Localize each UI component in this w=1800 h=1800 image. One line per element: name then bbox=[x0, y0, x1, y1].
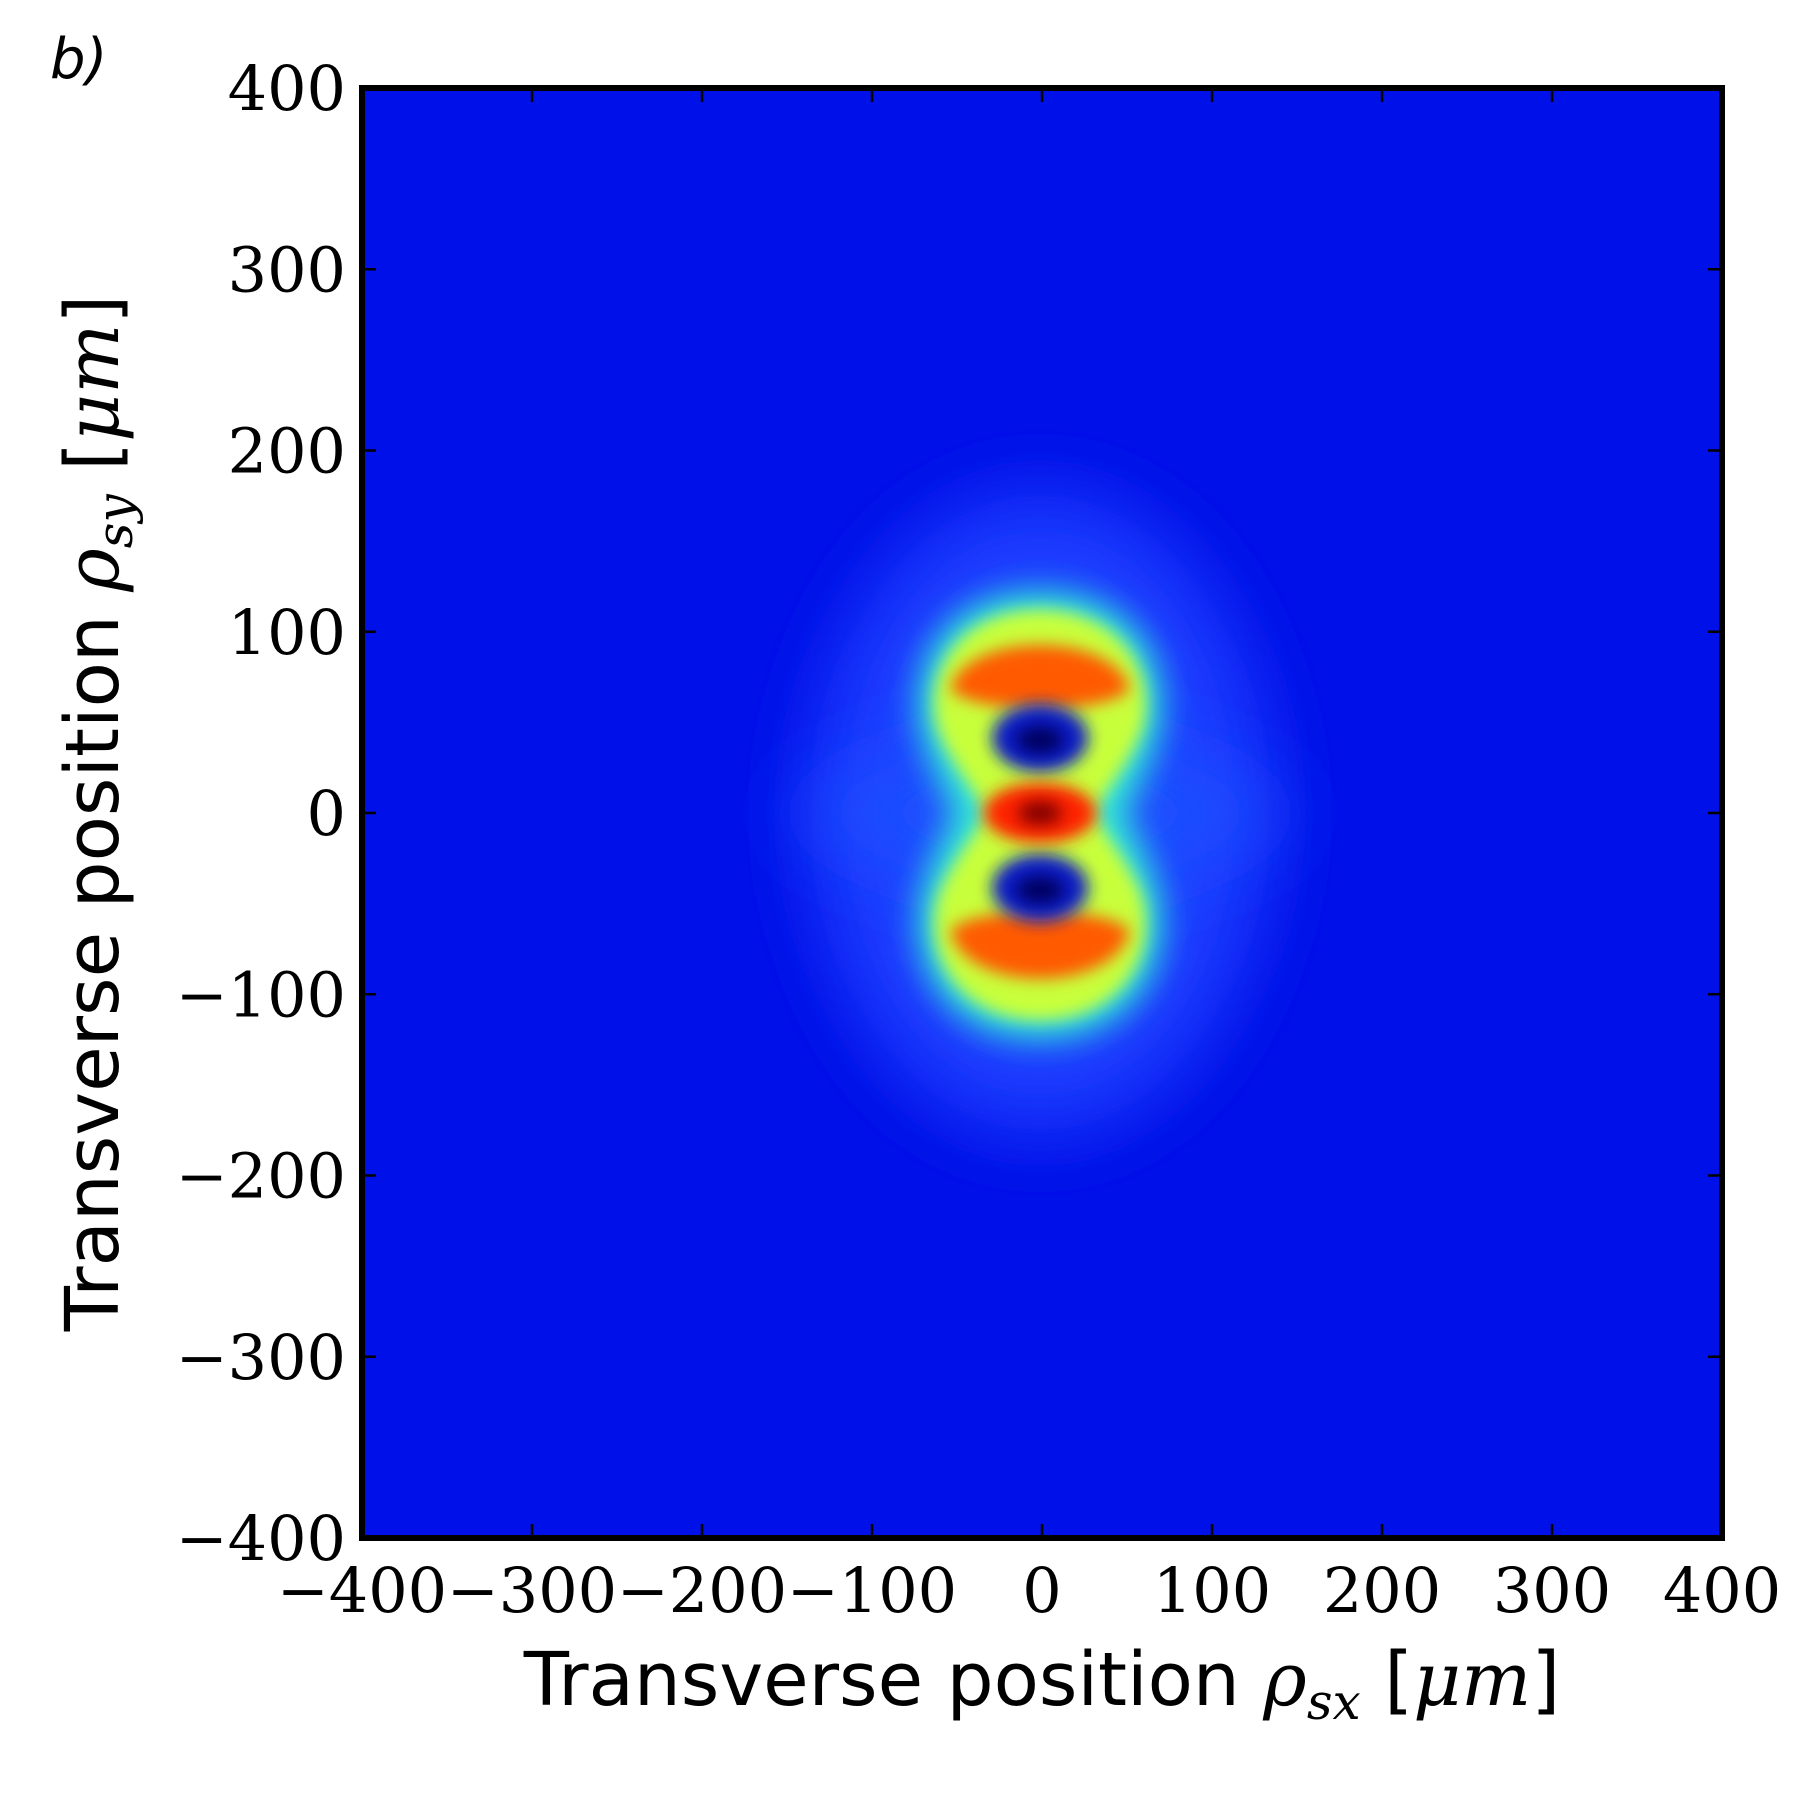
x-axis-label: Transverse position ρsx [μm] bbox=[523, 1637, 1560, 1731]
x-tick-label: −200 bbox=[617, 1554, 787, 1627]
y-tick-label: −200 bbox=[176, 1140, 346, 1213]
y-tick-label: 400 bbox=[228, 52, 346, 125]
y-tick-label: −100 bbox=[176, 958, 346, 1031]
x-tick-label: −300 bbox=[447, 1554, 617, 1627]
panel-label: b) bbox=[50, 27, 107, 92]
plot-area: −400 −300 −200 −100 0 100 200 300 400 −400−300−2… bbox=[176, 52, 1781, 1627]
x-tick-label: 100 bbox=[1153, 1554, 1271, 1627]
heatmap-center-core bbox=[1018, 801, 1062, 825]
y-tick-labels: −400 −300 −200 −100 0 100 200 300 400 bbox=[176, 52, 346, 1575]
heatmap-upper-lobe bbox=[950, 645, 1130, 709]
x-tick-label: 200 bbox=[1323, 1554, 1441, 1627]
y-tick-label: −400 bbox=[176, 1502, 346, 1575]
x-tick-label: 0 bbox=[1022, 1554, 1061, 1627]
heatmap-field bbox=[780, 493, 1300, 1133]
y-tick-label: 100 bbox=[228, 596, 346, 669]
x-tick-label: −400 bbox=[277, 1554, 447, 1627]
heatmap-lower-minimum-core bbox=[1016, 876, 1064, 904]
y-tick-label: 200 bbox=[228, 415, 346, 488]
heatmap-lower-lobe bbox=[950, 911, 1130, 979]
heatmap-upper-minimum-core bbox=[1016, 726, 1064, 754]
y-axis-label: Transverse position ρsy [μm] bbox=[50, 295, 144, 1333]
y-tick-label: 0 bbox=[307, 777, 346, 850]
x-tick-labels: −400 −300 −200 −100 0 100 200 300 400 bbox=[277, 1554, 1781, 1627]
x-tick-label: 300 bbox=[1493, 1554, 1611, 1627]
y-tick-label: 300 bbox=[228, 233, 346, 306]
x-tick-label: −100 bbox=[787, 1554, 957, 1627]
y-tick-label: −300 bbox=[176, 1321, 346, 1394]
x-tick-label: 400 bbox=[1663, 1554, 1781, 1627]
axis-ticks bbox=[360, 86, 1724, 1540]
